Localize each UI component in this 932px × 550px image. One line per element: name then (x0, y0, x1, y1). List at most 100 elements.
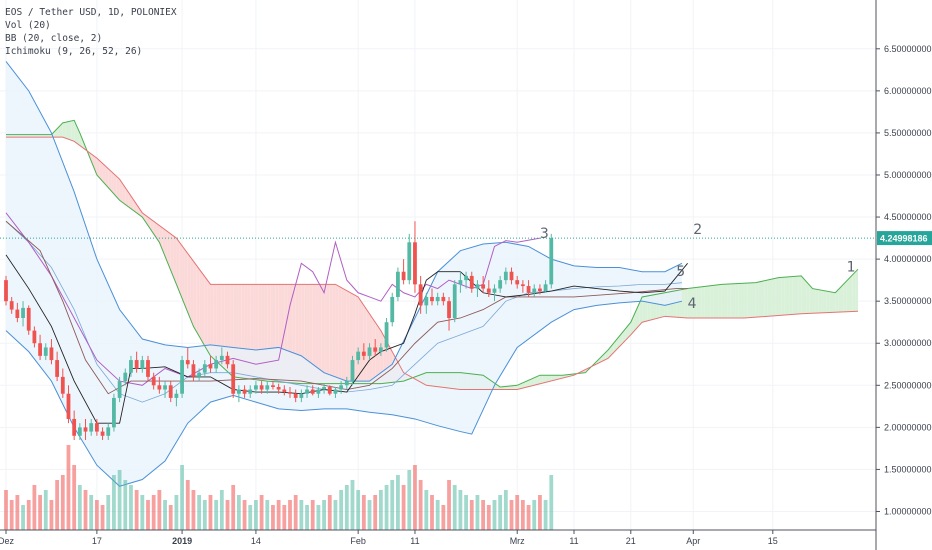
volume-bar (106, 495, 111, 530)
volume-bar (9, 500, 14, 530)
volume-bar (356, 490, 361, 530)
volume-bar (94, 500, 99, 530)
price-tick-label: 4.00000000 (884, 254, 932, 264)
volume-bar (202, 500, 207, 530)
volume-bar (481, 500, 486, 530)
span-b-line (6, 136, 859, 391)
volume-bar (373, 495, 378, 530)
volume-bar (89, 495, 94, 530)
wave-labels: 1 2 3 45 (540, 222, 856, 312)
candle-body (503, 271, 508, 281)
price-axis: 6.50000000 6.00000000 5.50000000 5.00000000… (875, 0, 932, 550)
candle-body (163, 385, 167, 390)
volume-bar (464, 495, 468, 530)
cloud-segment (326, 284, 330, 384)
candle-body (424, 296, 429, 306)
cloud-segment (698, 286, 702, 318)
cloud-segment (190, 257, 194, 327)
candle-body (509, 271, 514, 281)
volume-bar (60, 475, 65, 530)
cloud-segment (838, 286, 841, 313)
candle-body (214, 360, 219, 369)
price-tick-label: 3.00000000 (884, 338, 932, 348)
candle-body (174, 393, 179, 398)
cloud-segment (378, 326, 381, 384)
lagging-span-line (5, 212, 541, 386)
cloud-segment (829, 291, 833, 313)
volume-bar (361, 495, 366, 530)
cloud-segment (741, 283, 745, 318)
cloud-segment (54, 128, 58, 138)
time-tick-label: Mrz (510, 536, 525, 546)
legend-ichimoku[interactable]: Ichimoku (9, 26, 52, 26) (5, 46, 143, 57)
candle-body (231, 364, 236, 394)
candle-body (492, 288, 497, 293)
candle-body (94, 423, 99, 432)
volume-bar (475, 495, 480, 530)
wave-label-4: 4 (688, 296, 697, 312)
time-tick-label: 17 (92, 536, 102, 546)
cloud-segment (207, 280, 211, 356)
candle-body (248, 389, 253, 394)
candle-body (310, 389, 315, 394)
symbol-title[interactable]: EOS / Tether USD, 1D, POLONIEX (5, 7, 177, 18)
cloud-segment (156, 223, 160, 243)
candle-body (322, 386, 326, 390)
time-tick-label: 21 (626, 536, 636, 546)
candle-body (259, 385, 264, 390)
volume-bar (350, 480, 355, 530)
candle-body (236, 389, 241, 394)
cloud-segment (167, 231, 171, 271)
volume-bar (543, 500, 548, 530)
candle-body (197, 372, 202, 377)
volume-bar (43, 490, 48, 530)
volume-bar (532, 500, 537, 530)
cloud-segment (789, 276, 793, 315)
cloud-segment (625, 325, 628, 341)
price-tick-label: 1.50000000 (884, 464, 932, 474)
cloud-segment (602, 352, 606, 362)
cloud-segment (843, 280, 847, 312)
cloud-segment (772, 278, 776, 316)
time-tick-label: 14 (251, 536, 261, 546)
cloud-segment (520, 382, 523, 389)
cloud-segment (91, 153, 95, 168)
volume-bar (413, 465, 417, 530)
cloud-segment (497, 385, 501, 390)
volume-bar (112, 475, 116, 530)
candle-body (390, 296, 395, 323)
legend-volume[interactable]: Vol (20) (5, 20, 51, 31)
volume-bar (66, 445, 71, 530)
cloud-segment (545, 375, 549, 383)
candle-body (38, 343, 42, 356)
cloud-segment (162, 227, 166, 257)
cloud-segment (804, 279, 807, 314)
cloud-segment (778, 277, 782, 316)
volume-bar (418, 480, 423, 530)
cloud-segment (752, 282, 756, 318)
cloud-segment (764, 280, 768, 317)
cloud-segment (792, 276, 796, 315)
cloud-segment (769, 278, 773, 317)
cloud-segment (710, 285, 714, 318)
volume-bar (180, 465, 184, 530)
legend-bollinger[interactable]: BB (20, close, 2) (5, 33, 103, 44)
candle-body (356, 351, 361, 361)
candle-body (384, 322, 389, 348)
cloud-segment (721, 284, 725, 318)
volume-bar (288, 500, 292, 530)
candle-body (168, 385, 173, 398)
cloud-segment (687, 288, 691, 318)
cloud-segment (815, 289, 819, 314)
cloud-segment (102, 163, 106, 185)
volume-bar (259, 495, 264, 530)
cloud-segment (338, 285, 342, 384)
volume-bar (526, 505, 531, 530)
volume-bar (225, 500, 230, 530)
candle-body (129, 360, 133, 373)
cloud-segment (361, 301, 364, 384)
candlesticks (4, 221, 554, 440)
cloud-segment (835, 289, 839, 313)
cloud-segment (508, 385, 512, 390)
